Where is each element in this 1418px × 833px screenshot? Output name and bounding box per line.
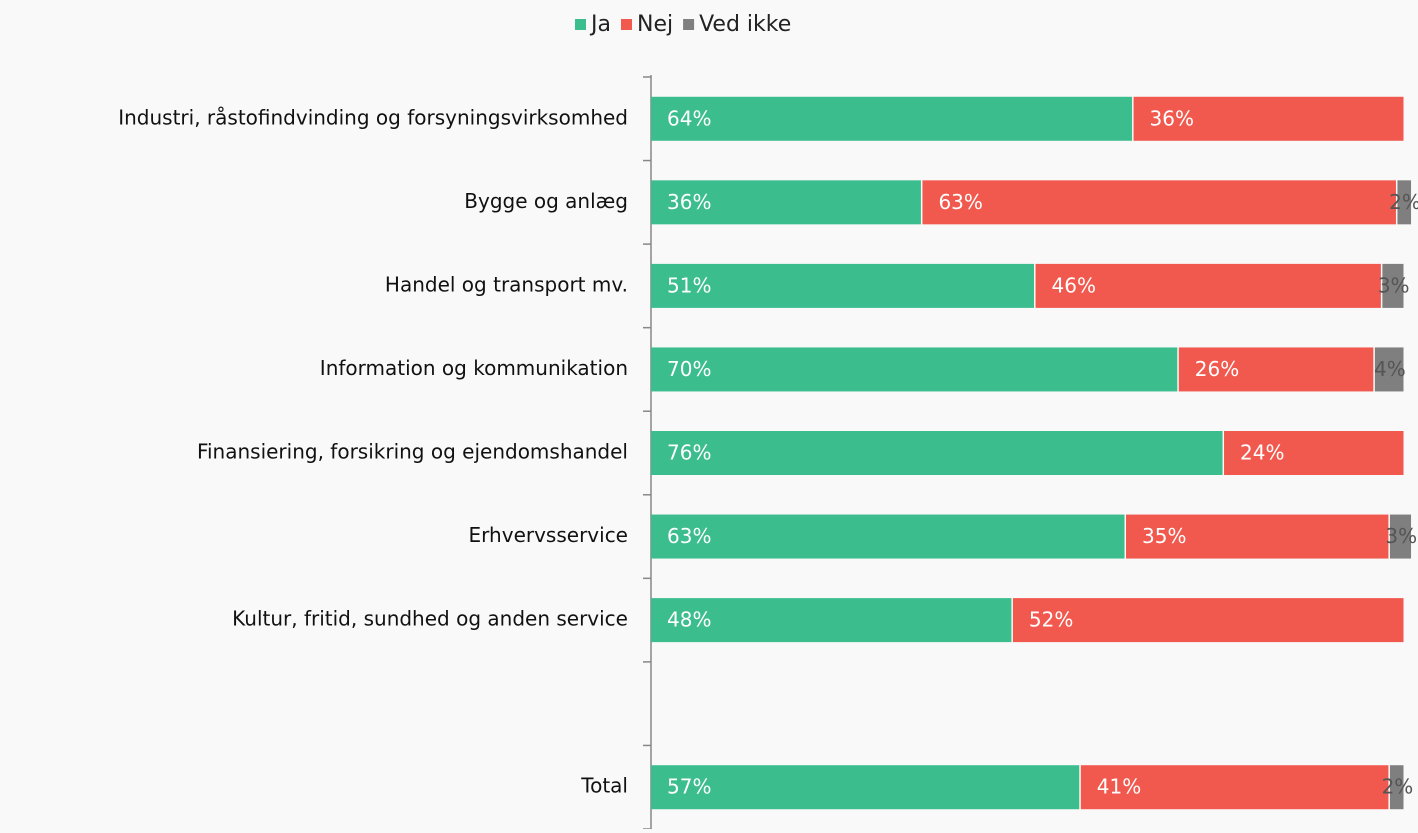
category-label: Handel og transport mv. [385,272,628,296]
bar-segment [1389,765,1404,810]
bar-segment [651,514,1125,559]
bar-segment [651,180,921,225]
category-label: Kultur, fritid, sundhed og anden service [232,607,628,631]
bar-segment [1382,263,1404,308]
category-label: Information og kommunikation [320,356,628,380]
category-label: Bygge og anlæg [464,189,628,213]
bar-segment [1224,431,1404,475]
bar-segment [1178,347,1374,392]
data-label: 46% [1052,273,1096,297]
data-label: 35% [1142,524,1186,548]
data-label: 26% [1195,357,1239,381]
data-label: 70% [667,357,711,381]
data-label: 64% [667,106,711,130]
bar-segment [1389,514,1412,559]
data-label: 41% [1097,775,1141,799]
legend-label: Ved ikke [699,12,791,37]
bar-segment [651,598,1012,643]
data-label: 48% [667,608,711,632]
data-label: 3% [1378,273,1410,297]
bar-segment [651,431,1223,475]
category-label: Total [580,774,628,798]
legend-swatch [620,19,632,30]
bar-segment [1397,180,1412,225]
bar-segment [1133,96,1404,141]
data-label: 36% [667,190,711,214]
bar-segment [1374,347,1404,392]
bar-segment [651,765,1080,810]
bar-segment [651,96,1133,141]
bar-segment [1035,263,1381,308]
data-label: 76% [667,441,711,465]
bar-segment [1012,598,1404,643]
bar-segment [651,347,1178,392]
legend-label: Ja [589,12,611,37]
legend-label: Nej [637,12,673,37]
data-label: 57% [667,775,711,799]
data-label: 2% [1382,775,1414,799]
data-label: 2% [1389,190,1418,214]
category-label: Industri, råstofindvinding og forsynings… [118,105,628,129]
data-label: 24% [1240,441,1284,465]
category-label: Finansiering, forsikring og ejendomshand… [197,440,628,464]
bar-segment [651,263,1035,308]
bar-segment [922,180,1396,225]
data-label: 3% [1385,524,1417,548]
bar-segment [1126,514,1389,559]
data-label: 63% [667,524,711,548]
data-label: 36% [1150,106,1194,130]
data-label: 52% [1029,608,1073,632]
data-label: 51% [667,273,711,297]
data-label: 4% [1374,357,1406,381]
data-label: 63% [938,190,982,214]
legend-swatch [683,19,695,30]
legend-swatch [575,19,586,30]
category-label: Erhvervsservice [469,523,628,547]
bar-segment [1080,765,1389,810]
